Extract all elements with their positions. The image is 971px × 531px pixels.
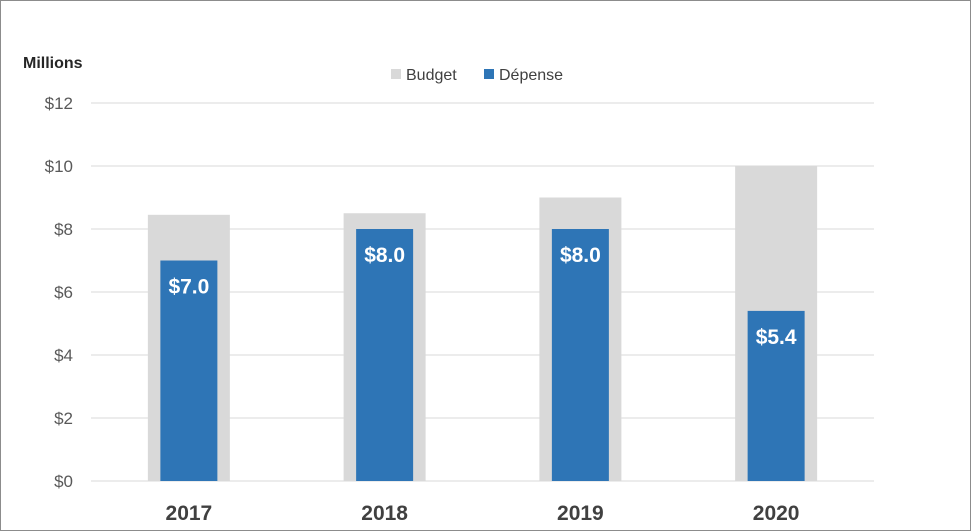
data-label-depense-2018: $8.0 — [364, 244, 405, 267]
x-category-label: 2020 — [753, 502, 800, 525]
y-tick-label: $0 — [54, 472, 73, 491]
x-category-label: 2019 — [557, 502, 604, 525]
legend-label-budget: Budget — [406, 67, 457, 84]
bar-depense-2018 — [356, 229, 414, 481]
legend-swatch-budget — [391, 69, 401, 79]
bars — [147, 166, 818, 481]
data-label-depense-2019: $8.0 — [560, 244, 601, 267]
y-tick-label: $12 — [45, 94, 73, 113]
legend: Budget Dépense — [391, 67, 563, 84]
x-category-label: 2017 — [166, 502, 213, 525]
legend-label-depense: Dépense — [499, 67, 563, 84]
y-axis-ticks: $0 $2 $4 $6 $8 $10 $12 — [45, 94, 73, 491]
x-axis-categories: 2017 2018 2019 2020 — [166, 502, 800, 525]
bar-depense-2020 — [747, 310, 805, 481]
data-label-depense-2017: $7.0 — [168, 276, 209, 299]
legend-swatch-depense — [484, 69, 494, 79]
y-tick-label: $8 — [54, 220, 73, 239]
y-tick-label: $2 — [54, 409, 73, 428]
x-category-label: 2018 — [361, 502, 408, 525]
data-label-depense-2020: $5.4 — [756, 326, 797, 349]
bar-depense-2017 — [160, 260, 218, 481]
bar-depense-2019 — [551, 229, 609, 481]
data-labels: $7.0 $8.0 $8.0 $5.4 — [168, 244, 796, 349]
y-tick-label: $10 — [45, 157, 73, 176]
y-tick-label: $6 — [54, 283, 73, 302]
unit-label: Millions — [23, 55, 83, 72]
y-tick-label: $4 — [54, 346, 73, 365]
